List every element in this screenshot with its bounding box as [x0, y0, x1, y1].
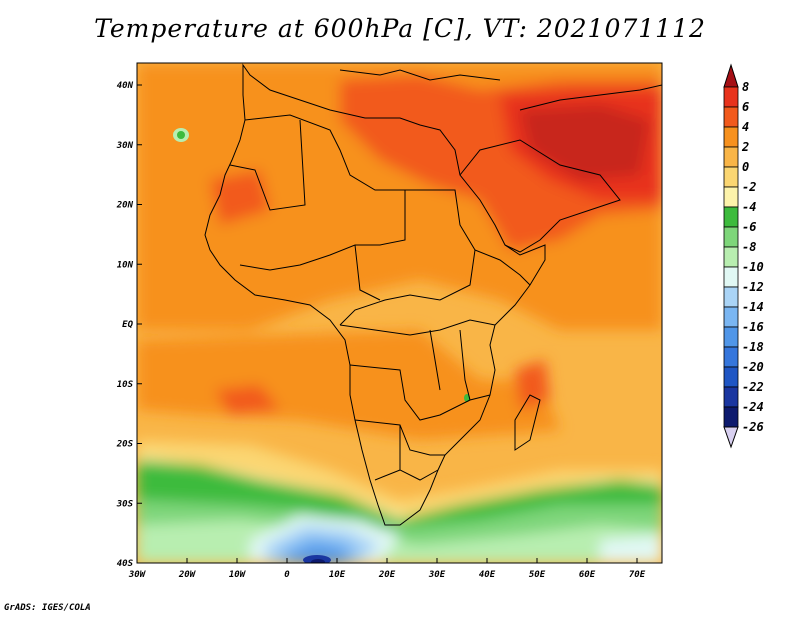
colorbar-label: -26 [742, 420, 764, 434]
colorbar-label: 2 [741, 140, 749, 154]
lon-tick-label: 20W [178, 570, 197, 580]
longitude-axis: 30W 20W 10W 0 10E 20E 30E 40E 50E 60E 70E [128, 558, 646, 580]
lat-tick-label: 20S [116, 440, 134, 450]
colorbar-label: -8 [742, 240, 756, 254]
colorbar-bottom-arrow [723, 426, 739, 449]
colorbar-segment [723, 86, 739, 108]
lat-tick-label: 30S [116, 499, 134, 509]
colorbar-label: -6 [742, 220, 756, 234]
colorbar-segment [723, 186, 739, 208]
colorbar-segment [723, 386, 739, 408]
lat-tick-label: EQ [122, 320, 133, 330]
colorbar-segment [723, 246, 739, 268]
colorbar-label: -24 [742, 400, 764, 414]
colorbar-label: -14 [742, 300, 764, 314]
colorbar-segment [723, 286, 739, 308]
colorbar-label: -4 [742, 200, 756, 214]
lon-tick-label: 50E [529, 570, 546, 580]
grads-credit: GrADS: IGES/COLA [4, 603, 91, 613]
lon-tick-label: 0 [284, 570, 290, 580]
latitude-axis: 40N 30N 20N 10N EQ 10S 20S 30S 40S [116, 81, 142, 569]
colorbar-label: 6 [742, 100, 749, 114]
colorbar-segment [723, 106, 739, 128]
colorbar-segment [723, 206, 739, 228]
colorbar: 8 6 4 2 0 -2 -4 -6 -8 -10 -12 -14 -16 -18 -20 -22 -24 -26 [723, 63, 764, 449]
lat-tick-label: 40N [117, 81, 134, 91]
colorbar-label: 4 [742, 120, 749, 134]
colorbar-label: -18 [742, 340, 764, 354]
colorbar-label: -22 [742, 380, 764, 394]
colorbar-segment [723, 126, 739, 148]
lat-tick-label: 10S [117, 380, 134, 390]
temperature-field [137, 63, 662, 563]
colorbar-label: -20 [742, 360, 764, 374]
lat-tick-label: 40S [117, 559, 134, 569]
colorbar-label: 0 [742, 160, 749, 174]
colorbar-label: -2 [742, 180, 756, 194]
lat-tick-label: 30N [116, 141, 134, 151]
colorbar-label: 8 [742, 80, 749, 94]
lon-tick-label: 60E [579, 570, 596, 580]
colorbar-segment [723, 366, 739, 388]
colorbar-top-arrow [723, 63, 739, 88]
colorbar-segment [723, 406, 739, 428]
lon-tick-label: 10E [329, 570, 346, 580]
lat-tick-label: 20N [116, 201, 134, 211]
plot-frame [136, 62, 663, 564]
colorbar-label: -10 [742, 260, 764, 274]
lat-tick-label: 10N [117, 260, 134, 270]
colorbar-segment [723, 266, 739, 288]
colorbar-segment [723, 306, 739, 328]
colorbar-segment [723, 326, 739, 348]
map-title: Temperature at 600hPa [C], VT: 202107111… [94, 14, 706, 43]
lon-tick-label: 20E [378, 570, 396, 580]
lon-tick-label: 70E [629, 570, 646, 580]
colorbar-segment [723, 166, 739, 188]
colorbar-segment [723, 346, 739, 368]
lon-tick-label: 30W [128, 570, 147, 580]
colorbar-label: -12 [742, 280, 764, 294]
colorbar-label: -16 [742, 320, 764, 334]
coastlines [204, 63, 662, 526]
lon-tick-label: 40E [479, 570, 496, 580]
lon-tick-label: 30E [428, 570, 446, 580]
lon-tick-label: 10W [229, 570, 247, 580]
colorbar-segment [723, 226, 739, 248]
colorbar-segment [723, 146, 739, 168]
